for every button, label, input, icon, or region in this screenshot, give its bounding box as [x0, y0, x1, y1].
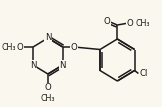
Text: O: O [71, 42, 77, 51]
Text: N: N [59, 60, 66, 70]
Text: O: O [16, 42, 23, 51]
Text: O: O [45, 83, 51, 92]
Text: N: N [45, 33, 51, 42]
Text: Cl: Cl [139, 69, 148, 78]
Text: CH₃: CH₃ [135, 19, 150, 27]
Text: N: N [30, 60, 36, 70]
Text: O: O [104, 16, 110, 25]
Text: CH₃: CH₃ [41, 94, 55, 103]
Text: CH₃: CH₃ [1, 42, 16, 51]
Text: O: O [126, 19, 133, 27]
